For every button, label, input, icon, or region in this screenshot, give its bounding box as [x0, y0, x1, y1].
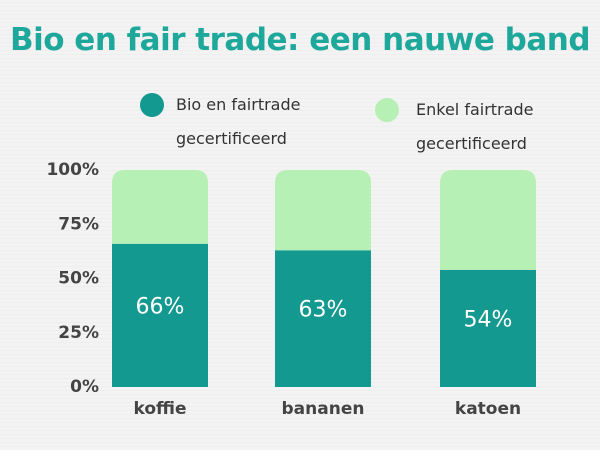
- x-tick-label: koffie: [133, 399, 186, 419]
- bar-segment: [440, 269, 536, 387]
- value-label: 66%: [136, 294, 185, 319]
- bar-segment: [275, 170, 371, 251]
- y-tick-label: 0%: [70, 377, 99, 397]
- bar-segment: [275, 250, 371, 387]
- value-label: 54%: [464, 307, 513, 332]
- y-tick-label: 25%: [58, 323, 99, 343]
- legend-marker: [140, 93, 164, 117]
- y-tick-label: 100%: [46, 160, 99, 180]
- legend-marker: [375, 98, 399, 122]
- legend-label: Bio en fairtrade gecertificeerd: [176, 95, 301, 148]
- y-tick-label: 75%: [58, 214, 99, 234]
- bar-segment: [440, 170, 536, 270]
- x-tick-label: katoen: [455, 399, 521, 419]
- bar-segment: [112, 170, 208, 244]
- y-tick-label: 50%: [58, 269, 99, 289]
- legend-label: Enkel fairtrade gecertificeerd: [416, 100, 534, 153]
- chart-title: Bio en fair trade: een nauwe band: [9, 22, 591, 58]
- bar-segment: [112, 243, 208, 387]
- value-label: 63%: [299, 298, 348, 323]
- x-tick-label: bananen: [282, 399, 365, 419]
